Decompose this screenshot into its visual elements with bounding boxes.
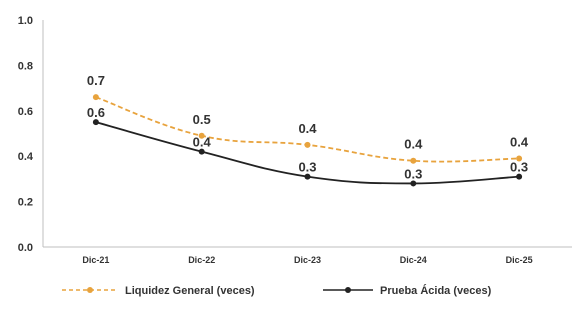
series-1-data-label: 0.3 [298, 160, 316, 175]
y-tick-label: 0.8 [18, 60, 33, 72]
legend-marker-prueba-acida [345, 287, 351, 293]
legend: Liquidez General (veces) Prueba Ácida (v… [62, 284, 492, 297]
y-tick-label: 0.4 [18, 151, 34, 163]
y-tick-labels: 0.0 0.2 0.4 0.6 0.8 1.0 [18, 15, 34, 254]
x-tick-label: Dic-24 [400, 255, 427, 265]
series-1-data-label: 0.4 [193, 135, 212, 150]
series-0-point [410, 157, 417, 164]
x-tick-label: Dic-21 [82, 255, 109, 265]
series-1-data-label: 0.3 [404, 166, 422, 181]
x-tick-label: Dic-23 [294, 255, 321, 265]
series-1-point [304, 173, 311, 180]
data-labels-layer: 0.7 0.5 0.4 0.4 0.4 0.6 0.4 0.3 0.3 0.3 [87, 73, 529, 181]
series-0-data-label: 0.4 [510, 134, 529, 149]
legend-label-liquidez: Liquidez General (veces) [125, 285, 255, 297]
y-tick-label: 0.0 [18, 242, 33, 254]
legend-label-prueba-acida: Prueba Ácida (veces) [380, 284, 492, 297]
series-0-point [92, 94, 99, 101]
legend-item-liquidez: Liquidez General (veces) [62, 285, 255, 297]
series-0-point [516, 155, 523, 162]
series-1-point [516, 173, 523, 180]
series-0-data-label: 0.5 [193, 112, 211, 127]
x-tick-labels: Dic-21 Dic-22 Dic-23 Dic-24 Dic-25 [82, 255, 532, 265]
axes [42, 20, 572, 248]
series-1-point [198, 148, 205, 155]
series-1-point [410, 180, 417, 187]
legend-item-prueba-acida: Prueba Ácida (veces) [323, 284, 492, 297]
x-tick-label: Dic-25 [506, 255, 533, 265]
series-1-data-label: 0.3 [510, 160, 528, 175]
series-0-data-label: 0.4 [298, 121, 317, 136]
y-tick-label: 1.0 [18, 15, 33, 27]
series-0-data-label: 0.4 [404, 137, 423, 152]
series-1-point [92, 119, 99, 126]
legend-marker-liquidez [87, 287, 93, 293]
x-tick-label: Dic-22 [188, 255, 215, 265]
series-0-point [198, 132, 205, 139]
series-1-data-label: 0.6 [87, 105, 105, 120]
y-tick-label: 0.2 [18, 197, 33, 209]
series-layer [92, 94, 523, 187]
series-0-data-label: 0.7 [87, 73, 105, 88]
y-tick-label: 0.6 [18, 106, 33, 118]
series-0-point [304, 141, 311, 148]
